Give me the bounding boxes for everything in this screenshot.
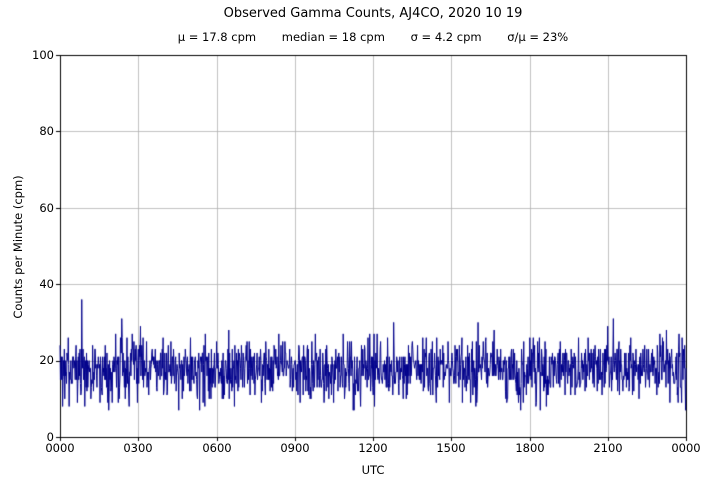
y-tick-label-100: 100 [32, 48, 54, 62]
x-tick-label-0600: 0600 [202, 441, 232, 455]
y-tick-label-40: 40 [39, 277, 54, 291]
x-tick-label-0000a: 0000 [45, 441, 75, 455]
y-tick-label-60: 60 [39, 201, 54, 215]
stat-sigma-over-mu: σ/μ = 23% [507, 30, 569, 44]
stat-median: median = 18 cpm [281, 30, 385, 44]
x-tick-label-0300: 0300 [123, 441, 153, 455]
stat-mean: μ = 17.8 cpm [177, 30, 257, 44]
x-tick-label-0000b: 0000 [671, 441, 701, 455]
y-tick-label-20: 20 [39, 353, 54, 367]
x-tick-label-2100: 2100 [593, 441, 623, 455]
chart-stats-line: μ = 17.8 cpm median = 18 cpm σ = 4.2 cpm… [60, 30, 686, 44]
x-tick-label-1200: 1200 [358, 441, 388, 455]
y-tick-label-80: 80 [39, 124, 54, 138]
y-tick-label-0: 0 [46, 430, 54, 444]
x-tick-label-1800: 1800 [515, 441, 545, 455]
x-tick-label-1500: 1500 [436, 441, 466, 455]
y-axis-label: Counts per Minute (cpm) [11, 175, 25, 319]
x-axis-label: UTC [361, 463, 385, 477]
stat-sigma: σ = 4.2 cpm [410, 30, 482, 44]
x-tick-label-0900: 0900 [280, 441, 310, 455]
chart-title: Observed Gamma Counts, AJ4CO, 2020 10 19 [223, 6, 523, 21]
